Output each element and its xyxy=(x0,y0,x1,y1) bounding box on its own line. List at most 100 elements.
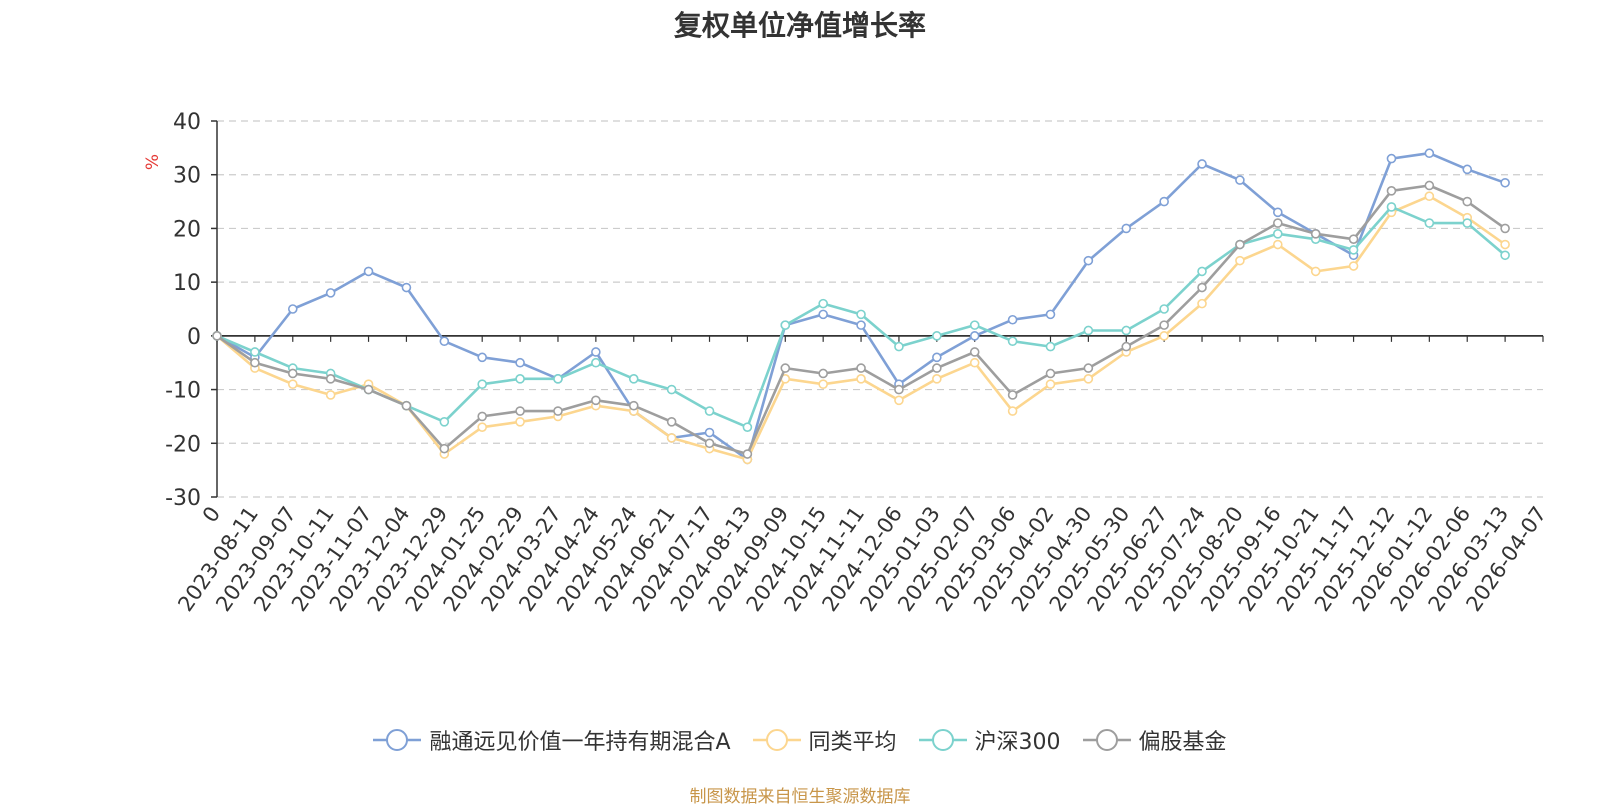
data-point xyxy=(1386,186,1397,196)
data-point xyxy=(818,309,828,320)
axis-layer xyxy=(211,120,1544,498)
data-point xyxy=(439,336,450,347)
data-point xyxy=(591,357,601,368)
data-point xyxy=(325,390,336,400)
data-point xyxy=(932,374,942,384)
data-point xyxy=(1159,304,1169,314)
data-point xyxy=(1386,153,1397,164)
data-point xyxy=(1007,314,1018,325)
label-layer: -30-20-10010203040%02023-08-112023-09-07… xyxy=(143,110,1551,616)
data-point xyxy=(1386,202,1397,212)
data-point xyxy=(1083,325,1094,336)
data-point xyxy=(553,406,563,416)
legend-item-0[interactable]: 融通远见价值一年持有期混合A xyxy=(373,724,731,756)
data-point xyxy=(742,449,753,459)
data-point xyxy=(969,320,980,330)
data-point xyxy=(1273,229,1283,239)
data-point xyxy=(856,374,866,384)
data-point xyxy=(1273,239,1283,250)
y-tick-label: -30 xyxy=(165,486,201,511)
data-point xyxy=(287,379,298,390)
data-point xyxy=(1424,191,1435,201)
x-tick-label: 0 xyxy=(198,502,225,527)
data-point xyxy=(704,427,715,438)
data-point xyxy=(894,395,904,406)
data-point xyxy=(969,331,980,341)
legend-item-1[interactable]: 同类平均 xyxy=(752,724,897,756)
y-tick-label: -20 xyxy=(165,432,201,457)
data-point xyxy=(1083,255,1094,266)
data-point xyxy=(1197,266,1207,277)
data-point xyxy=(477,379,488,390)
data-point xyxy=(932,352,942,363)
y-tick-label: 0 xyxy=(187,325,201,350)
data-point xyxy=(1083,363,1094,373)
data-point xyxy=(932,363,942,373)
data-point xyxy=(1235,175,1245,185)
data-point xyxy=(1045,379,1056,390)
legend-label: 偏股基金 xyxy=(1138,730,1227,755)
legend-label: 融通远见价值一年持有期混合A xyxy=(429,730,731,755)
data-point xyxy=(1273,218,1283,228)
data-point xyxy=(742,422,753,432)
data-point xyxy=(704,406,715,416)
data-point xyxy=(515,416,525,427)
data-point xyxy=(1197,282,1207,293)
data-point xyxy=(477,411,488,422)
series-line-3 xyxy=(216,184,1506,456)
data-point xyxy=(1197,298,1207,309)
data-point xyxy=(704,438,715,449)
data-point xyxy=(401,282,412,293)
data-point xyxy=(1197,159,1207,169)
data-point xyxy=(1121,325,1132,336)
data-point xyxy=(591,395,601,406)
data-point xyxy=(212,331,222,341)
data-point xyxy=(1348,261,1359,271)
legend-item-2[interactable]: 沪深300 xyxy=(918,724,1061,756)
data-point xyxy=(515,357,525,368)
data-point xyxy=(363,384,374,395)
data-point xyxy=(628,400,639,411)
data-point xyxy=(1310,229,1321,239)
legend-label: 同类平均 xyxy=(808,730,897,755)
data-point xyxy=(818,379,828,390)
y-axis-label: % xyxy=(143,154,163,170)
data-point xyxy=(1007,336,1018,347)
data-point xyxy=(477,422,488,432)
y-tick-label: 40 xyxy=(173,110,201,135)
legend-marker-icon xyxy=(1082,729,1131,751)
data-point xyxy=(1121,341,1132,352)
data-point xyxy=(325,374,336,384)
data-point xyxy=(1235,255,1245,266)
data-point xyxy=(666,384,677,395)
data-point xyxy=(856,320,866,330)
data-point xyxy=(1159,196,1169,207)
data-point xyxy=(1500,223,1510,234)
data-point xyxy=(1310,266,1321,277)
grid-layer xyxy=(217,120,1543,498)
data-point xyxy=(932,331,942,341)
data-point xyxy=(628,374,639,384)
legend-marker-icon xyxy=(918,729,967,751)
y-tick-label: 10 xyxy=(173,271,201,296)
data-point xyxy=(1007,390,1018,400)
data-point xyxy=(287,304,298,314)
data-point xyxy=(969,347,980,357)
series-line-0 xyxy=(216,151,1506,461)
data-point xyxy=(818,298,828,309)
data-point xyxy=(1273,207,1283,218)
y-tick-label: 30 xyxy=(173,164,201,189)
data-point xyxy=(439,416,450,427)
data-point xyxy=(1424,218,1435,228)
data-point xyxy=(818,368,828,379)
data-point xyxy=(666,416,677,427)
data-point xyxy=(553,374,563,384)
legend-item-3[interactable]: 偏股基金 xyxy=(1082,724,1227,756)
data-point xyxy=(1424,180,1435,191)
data-point xyxy=(666,433,677,443)
data-point xyxy=(969,357,980,368)
data-point xyxy=(1462,196,1473,207)
chart-title: 复权单位净值增长率 xyxy=(673,9,926,42)
data-point xyxy=(856,309,866,320)
